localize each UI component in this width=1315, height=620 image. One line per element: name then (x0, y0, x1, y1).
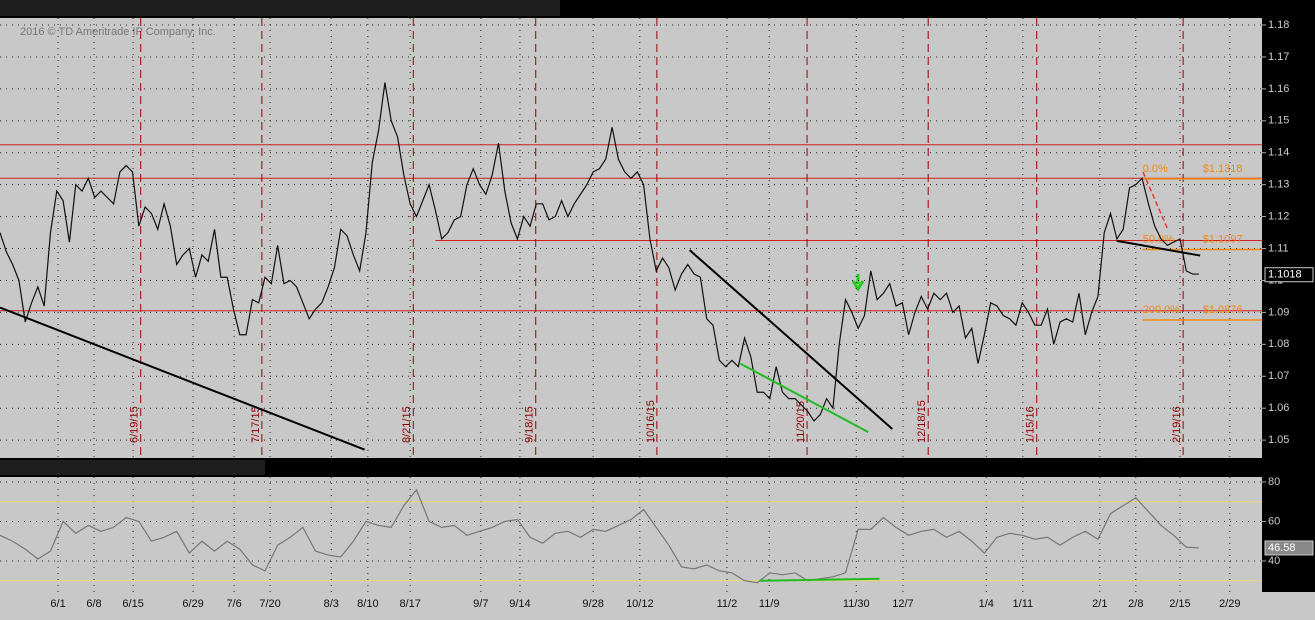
y-tick-label: 1.17 (1268, 51, 1289, 63)
event-label: 2/19/16 (1171, 406, 1183, 443)
last-value-box (1264, 540, 1314, 556)
x-tick-label: 6/1 (50, 598, 65, 610)
y-tick-label: 40 (1268, 555, 1280, 567)
x-tick-label: 2/8 (1128, 598, 1143, 610)
separator-tab (0, 460, 265, 475)
y-tick-label: 1.09 (1268, 306, 1289, 318)
y-tick-label: 1.18 (1268, 19, 1289, 31)
fib-price: $1.0876 (1203, 304, 1243, 316)
x-tick-label: 9/14 (509, 598, 530, 610)
event-label: 7/17/15 (250, 406, 262, 443)
y-tick-label: 1.14 (1268, 147, 1289, 159)
series-line (0, 488, 1199, 584)
x-tick-label: 7/20 (259, 598, 280, 610)
fib-pct: 0.0% (1143, 163, 1168, 175)
fib-pct: 50.0% (1143, 233, 1174, 245)
y-tick-label: 80 (1268, 476, 1280, 488)
trend-line (0, 306, 366, 451)
x-tick-label: 6/15 (122, 598, 143, 610)
x-tick-label: 8/17 (399, 598, 420, 610)
x-tick-label: 11/30 (843, 598, 870, 610)
x-tick-label: 6/29 (182, 598, 203, 610)
x-tick-label: 9/7 (473, 598, 488, 610)
y-tick-label: 1.13 (1268, 179, 1289, 191)
retrace-line (1142, 171, 1169, 231)
last-value: 46.58 (1268, 542, 1296, 554)
fib-pct: 200.0% (1143, 304, 1181, 316)
y-tick-label: 1.12 (1268, 211, 1289, 223)
y-tick-label: 1.11 (1268, 242, 1289, 254)
top-tab (0, 0, 560, 16)
right-axis (1262, 0, 1315, 592)
x-tick-label: 8/3 (324, 598, 339, 610)
event-label: 6/19/15 (129, 406, 141, 443)
fib-price: $1.1318 (1203, 163, 1243, 175)
x-tick-label: 8/10 (357, 598, 378, 610)
y-tick-label: 60 (1268, 515, 1280, 527)
x-tick-label: 11/9 (759, 598, 780, 610)
x-tick-label: 1/4 (979, 598, 994, 610)
x-tick-label: 6/8 (86, 598, 101, 610)
trend-line (759, 577, 880, 582)
arrow (851, 274, 865, 292)
event-label: 1/15/16 (1025, 406, 1037, 443)
fib-price: $1.1097 (1203, 233, 1243, 245)
trend-line (1116, 239, 1201, 257)
x-tick-label: 12/7 (892, 598, 913, 610)
x-tick-label: 10/12 (626, 598, 654, 610)
y-tick-label: 1.08 (1268, 338, 1289, 350)
series-line (0, 82, 1199, 422)
y-tick-label: 1.16 (1268, 83, 1289, 95)
event-label: 10/16/15 (645, 400, 657, 443)
event-label: 9/18/15 (524, 406, 536, 443)
y-tick-label: 1.05 (1268, 434, 1289, 446)
copyright: 2016 © TD Ameritrade IP Company, Inc. (20, 26, 216, 38)
event-label: 12/18/15 (916, 400, 928, 443)
x-tick-label: 2/15 (1169, 598, 1190, 610)
separator (0, 458, 1262, 477)
trend-line (689, 249, 893, 430)
trend-line (739, 362, 869, 434)
x-tick-label: 11/2 (717, 598, 738, 610)
last-value-box (1264, 267, 1314, 283)
x-tick-label: 7/6 (226, 598, 241, 610)
x-tick-label: 2/29 (1219, 598, 1240, 610)
x-tick-label: 9/28 (582, 598, 603, 610)
y-tick-label: 1.07 (1268, 370, 1289, 382)
event-label: 8/21/15 (401, 406, 413, 443)
x-tick-label: 1/11 (1013, 598, 1034, 610)
event-label: 11/20/15 (795, 401, 807, 443)
y-tick-label: 1.06 (1268, 402, 1289, 414)
y-tick-label: 1.15 (1268, 115, 1289, 127)
last-value: 1.1018 (1268, 269, 1302, 281)
x-tick-label: 2/1 (1092, 598, 1107, 610)
